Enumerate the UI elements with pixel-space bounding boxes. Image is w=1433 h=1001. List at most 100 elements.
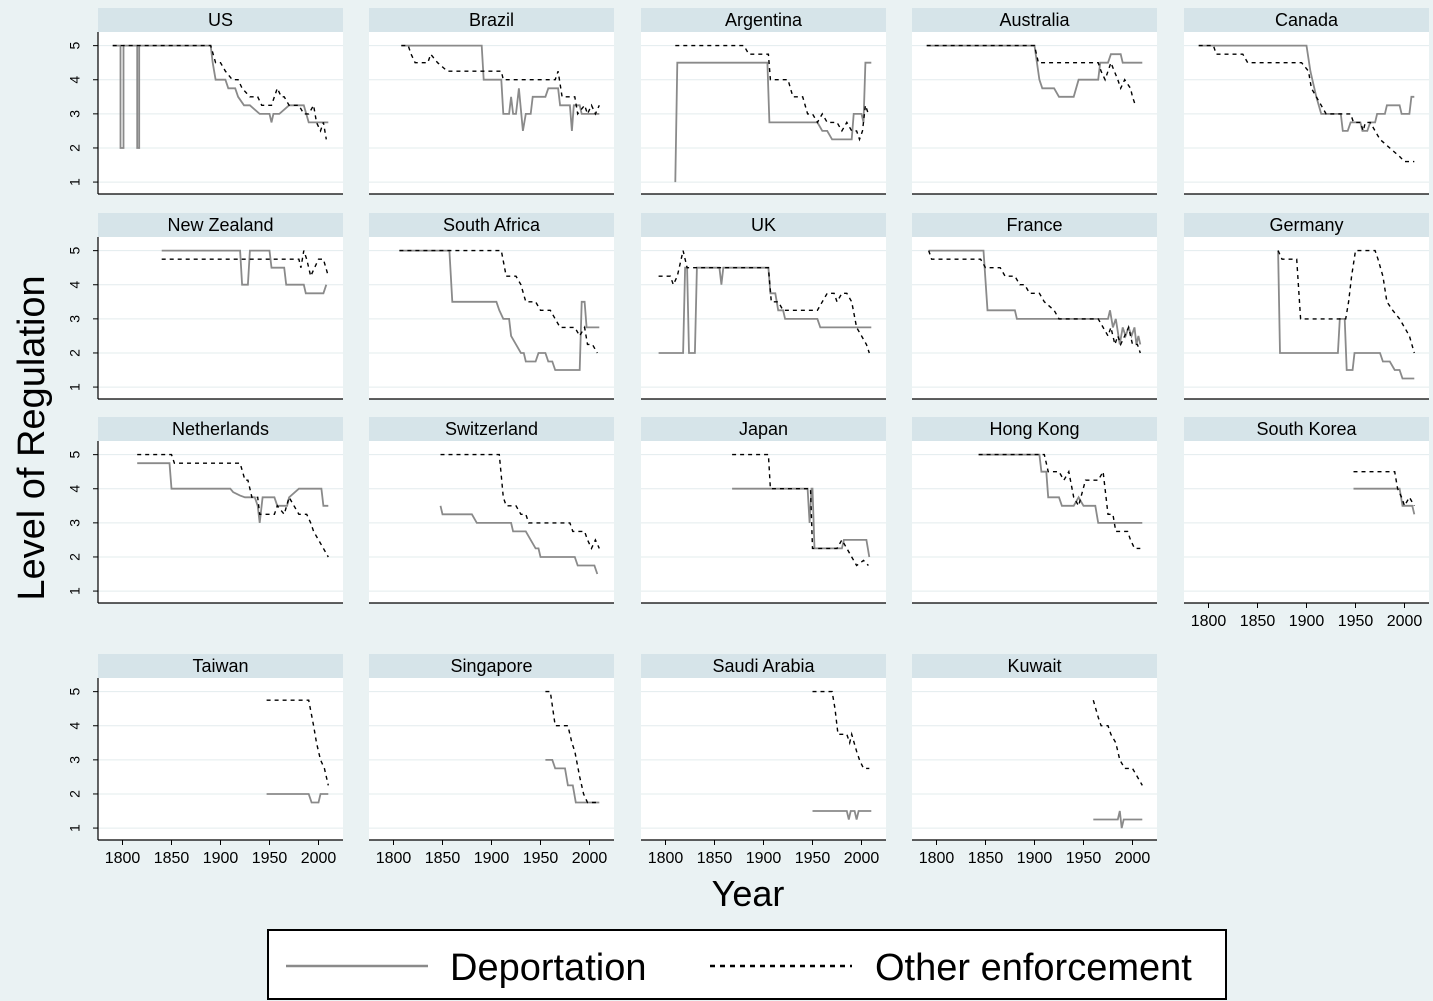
x-tick-label: 1850	[154, 850, 190, 867]
panel-title-strip	[98, 213, 343, 237]
panel-title: Argentina	[725, 10, 803, 30]
series-line-other-enforcement	[1353, 471, 1415, 508]
legend-box	[267, 929, 1227, 1000]
series-line-deportation	[401, 44, 600, 132]
x-tick-label: 2000	[572, 850, 608, 867]
panel-title: South Korea	[1256, 419, 1357, 439]
panel-new-zealand: New Zealand 1 2 3 4 5	[67, 213, 343, 400]
x-tick-label: 1950	[523, 850, 559, 867]
y-tick-label: 1	[67, 587, 83, 595]
series-line-deportation	[812, 810, 872, 820]
y-tick-label: 1	[67, 383, 83, 391]
panels: US 1 2 3 4 5 Brazil Argentina Australia Canada New…	[67, 8, 1429, 867]
series-line-deportation	[545, 759, 600, 804]
y-tick-label: 1	[67, 178, 83, 186]
plot-area	[1184, 441, 1429, 603]
series-line-deportation	[1198, 44, 1415, 132]
series-line-other-enforcement	[399, 249, 598, 354]
panel-title-strip	[1184, 213, 1429, 237]
panel-south-korea: South Korea 1800 1850 1900 1950 2000	[1184, 417, 1429, 630]
panel-title: Switzerland	[445, 419, 538, 439]
panel-title: South Africa	[443, 215, 541, 235]
x-tick-label: 1850	[425, 850, 461, 867]
x-tick-label: 1950	[1338, 613, 1374, 630]
x-tick-label: 1800	[105, 850, 141, 867]
plot-area	[641, 32, 886, 194]
x-axis-title: Year	[712, 873, 785, 914]
x-tick-label: 1950	[252, 850, 288, 867]
panel-brazil: Brazil	[369, 8, 614, 195]
panel-title-strip	[1184, 417, 1429, 441]
series-line-deportation	[112, 44, 329, 149]
x-tick-label: 2000	[1387, 613, 1423, 630]
y-tick-label: 3	[67, 756, 83, 764]
plot-area	[1184, 32, 1429, 194]
y-tick-label: 4	[67, 281, 83, 289]
series-line-other-enforcement	[1092, 700, 1143, 786]
y-tick-label: 4	[67, 485, 83, 493]
x-tick-label: 1800	[919, 850, 955, 867]
x-tick-label: 1950	[795, 850, 831, 867]
panel-netherlands: Netherlands 1 2 3 4 5	[67, 417, 343, 604]
panel-title: Saudi Arabia	[712, 656, 815, 676]
panel-singapore: Singapore 1800 1850 1900 1950 2000	[369, 654, 614, 867]
y-tick-label: 3	[67, 519, 83, 527]
y-tick-label: 2	[67, 144, 83, 152]
plot-area	[98, 678, 343, 840]
plot-area	[98, 237, 343, 399]
x-tick-label: 2000	[301, 850, 337, 867]
series-line-other-enforcement	[1198, 44, 1415, 163]
panel-title-strip	[1184, 8, 1429, 32]
plot-area	[641, 678, 886, 840]
series-line-other-enforcement	[1277, 249, 1415, 354]
plot-area	[641, 237, 886, 399]
series-line-deportation	[1277, 250, 1415, 380]
panel-title: Germany	[1269, 215, 1343, 235]
panel-hong-kong: Hong Kong	[912, 417, 1157, 604]
series-line-other-enforcement	[112, 44, 327, 140]
panel-title: Kuwait	[1007, 656, 1061, 676]
series-line-other-enforcement	[732, 453, 869, 567]
series-line-other-enforcement	[161, 250, 329, 279]
panel-title-strip	[369, 417, 614, 441]
panel-title: New Zealand	[167, 215, 273, 235]
series-line-other-enforcement	[266, 699, 329, 786]
panel-title: Singapore	[450, 656, 532, 676]
panel-kuwait: Kuwait 1800 1850 1900 1950 2000	[912, 654, 1157, 867]
series-line-deportation	[161, 249, 328, 295]
series-line-other-enforcement	[440, 453, 600, 551]
panel-australia: Australia	[912, 8, 1157, 195]
panel-south-africa: South Africa	[369, 213, 614, 400]
panel-title: Canada	[1275, 10, 1339, 30]
series-line-other-enforcement	[545, 690, 600, 804]
series-line-deportation	[926, 44, 1143, 98]
x-tick-label: 1900	[203, 850, 239, 867]
legend-label-other-enforcement: Other enforcement	[875, 947, 1192, 989]
x-tick-label: 1800	[1191, 613, 1227, 630]
x-tick-label: 1900	[474, 850, 510, 867]
y-tick-label: 3	[67, 315, 83, 323]
y-tick-label: 4	[67, 76, 83, 84]
y-tick-label: 4	[67, 722, 83, 730]
panel-title-strip	[369, 654, 614, 678]
panel-title-strip	[912, 213, 1157, 237]
panel-title: Netherlands	[172, 419, 269, 439]
y-tick-label: 2	[67, 349, 83, 357]
series-line-deportation	[1093, 810, 1143, 829]
series-line-deportation	[1353, 487, 1416, 515]
y-tick-label: 5	[67, 688, 83, 696]
series-line-deportation	[732, 487, 871, 558]
series-line-deportation	[674, 61, 872, 183]
x-tick-label: 1800	[376, 850, 412, 867]
series-line-other-enforcement	[401, 44, 600, 116]
panel-title-strip	[912, 654, 1157, 678]
panel-title: Hong Kong	[989, 419, 1079, 439]
y-tick-label: 3	[67, 110, 83, 118]
panel-title: US	[208, 10, 233, 30]
panel-japan: Japan	[641, 417, 886, 604]
panel-germany: Germany	[1184, 213, 1429, 400]
y-axis-title: Level of Regulation	[11, 275, 53, 600]
panel-title: Taiwan	[192, 656, 248, 676]
x-tick-label: 2000	[844, 850, 880, 867]
x-tick-label: 1950	[1066, 850, 1102, 867]
